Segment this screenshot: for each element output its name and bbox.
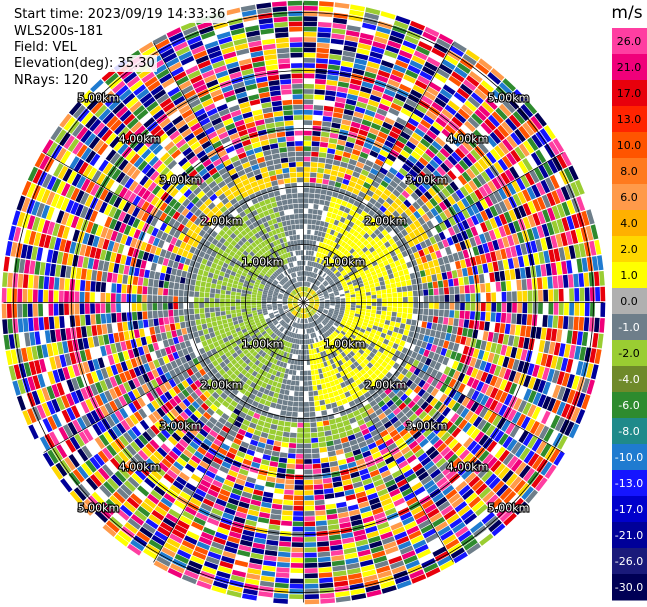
colorbar-cell xyxy=(612,184,647,211)
velocity-colorbar: m/s 26.0 21.0 17.0 13.0 10.0 8.0 6.0 4.0 2.0 1.0 0… xyxy=(611,3,647,601)
azimuth-line xyxy=(303,42,454,303)
radar-bin-group xyxy=(17,14,594,594)
azimuth-line xyxy=(153,42,304,303)
colorbar-tick-label: 21.0 xyxy=(617,61,642,74)
colorbar-tick-label: -1.0 xyxy=(618,321,639,334)
range-ring-label: 4.00km xyxy=(447,461,489,474)
radar-bin-group xyxy=(2,2,600,601)
colorbar-cell xyxy=(612,54,647,81)
colorbar-cell xyxy=(612,314,647,341)
colorbar-cell xyxy=(612,470,647,497)
azimuth-line xyxy=(303,152,564,303)
instrument-text: WLS200s-181 xyxy=(12,23,106,40)
range-ring-label: 2.00km xyxy=(365,215,407,228)
colorbar-tick-label: -13.0 xyxy=(615,477,643,490)
colorbar-cell xyxy=(612,522,647,549)
colorbar-cell xyxy=(612,132,647,159)
range-ring-label: 1.00km xyxy=(242,338,284,351)
colorbar-tick-label: 0.0 xyxy=(620,295,638,308)
field-text: Field: VEL xyxy=(12,39,79,56)
colorbar-tick-label: -8.0 xyxy=(618,425,639,438)
range-ring-label: 2.00km xyxy=(201,215,243,228)
colorbar-tick-label: 4.0 xyxy=(620,217,638,230)
colorbar-cell xyxy=(612,28,647,55)
colorbar-tick-label: -30.0 xyxy=(615,581,643,594)
colorbar-tick-label: 13.0 xyxy=(617,113,642,126)
azimuth-line xyxy=(303,302,564,453)
azimuth-line xyxy=(43,302,304,453)
colorbar-tick-label: -17.0 xyxy=(615,503,643,516)
colorbar-cell xyxy=(612,340,647,367)
range-ring-label: 5.00km xyxy=(78,91,120,104)
colorbar-tick-label: -21.0 xyxy=(615,529,643,542)
colorbar-cell xyxy=(612,574,647,601)
range-ring-label: 5.00km xyxy=(78,502,120,515)
range-ring-label: 5.00km xyxy=(488,91,530,104)
colorbar-tick-label: 17.0 xyxy=(617,87,642,100)
colorbar-cell xyxy=(612,262,647,289)
colorbar-cell xyxy=(612,548,647,575)
colorbar-tick-label: -2.0 xyxy=(618,347,639,360)
colorbar-tick-label: 10.0 xyxy=(617,139,642,152)
range-ring-label: 4.00km xyxy=(447,133,489,146)
colorbar-tick-label: -10.0 xyxy=(615,451,643,464)
range-ring-label: 5.00km xyxy=(488,502,530,515)
range-ring-label: 2.00km xyxy=(201,379,243,392)
azimuth-line xyxy=(43,152,304,303)
range-rings-and-azimuth-lines xyxy=(3,2,604,603)
colorbar-cell xyxy=(612,158,647,185)
colorbar-cell xyxy=(612,288,647,315)
range-ring-label: 4.00km xyxy=(119,461,161,474)
colorbar-cell xyxy=(612,80,647,107)
colorbar-tick-label: -4.0 xyxy=(618,373,639,386)
colorbar-tick-label: -6.0 xyxy=(618,399,639,412)
range-ring-label: 1.00km xyxy=(242,256,284,269)
colorbar-cell xyxy=(612,106,647,133)
azimuth-line xyxy=(153,302,304,563)
colorbar-tick-label: 6.0 xyxy=(620,191,638,204)
range-ring-label: 1.00km xyxy=(324,256,366,269)
elevation-text: Elevation(deg): 35.30 xyxy=(12,55,157,72)
range-ring-labels: 1.00km 1.00km 1.00km 1.00km 2.00km 2.00km 2.00… xyxy=(77,90,531,515)
colorbar-cell xyxy=(612,496,647,523)
range-ring-label: 1.00km xyxy=(324,338,366,351)
colorbar-cells: 26.0 21.0 17.0 13.0 10.0 8.0 6.0 4.0 2.0 1.0 0.0 -1… xyxy=(612,28,647,601)
colorbar-cell xyxy=(612,418,647,445)
colorbar-cell xyxy=(612,392,647,419)
colorbar-unit-label: m/s xyxy=(611,3,642,23)
colorbar-tick-label: 26.0 xyxy=(617,35,642,48)
colorbar-cell xyxy=(612,444,647,471)
colorbar-tick-label: -26.0 xyxy=(615,555,643,568)
radar-bin-group xyxy=(8,7,601,605)
colorbar-tick-label: 1.0 xyxy=(620,269,638,282)
radar-bin-group xyxy=(8,15,606,604)
range-ring-label: 2.00km xyxy=(365,379,407,392)
colorbar-cell xyxy=(612,366,647,393)
nrays-text: NRays: 120 xyxy=(12,72,91,89)
colorbar-tick-label: 8.0 xyxy=(620,165,638,178)
colorbar-cell xyxy=(612,236,647,263)
colorbar-tick-label: 2.0 xyxy=(620,243,638,256)
radar-bins xyxy=(1,0,606,605)
start-time-text: Start time: 2023/09/19 14:33:36 xyxy=(12,6,228,23)
velocity-ppi-plot: 1.00km 1.00km 1.00km 1.00km 2.00km 2.00km 2.00… xyxy=(1,0,606,605)
radar-bin-group xyxy=(15,4,595,603)
range-ring-label: 3.00km xyxy=(160,174,202,187)
azimuth-line xyxy=(303,302,454,563)
range-ring-label: 3.00km xyxy=(406,420,448,433)
range-ring-label: 3.00km xyxy=(406,174,448,187)
range-ring-label: 4.00km xyxy=(119,133,161,146)
range-ring-label: 3.00km xyxy=(160,420,202,433)
colorbar-cell xyxy=(612,210,647,237)
